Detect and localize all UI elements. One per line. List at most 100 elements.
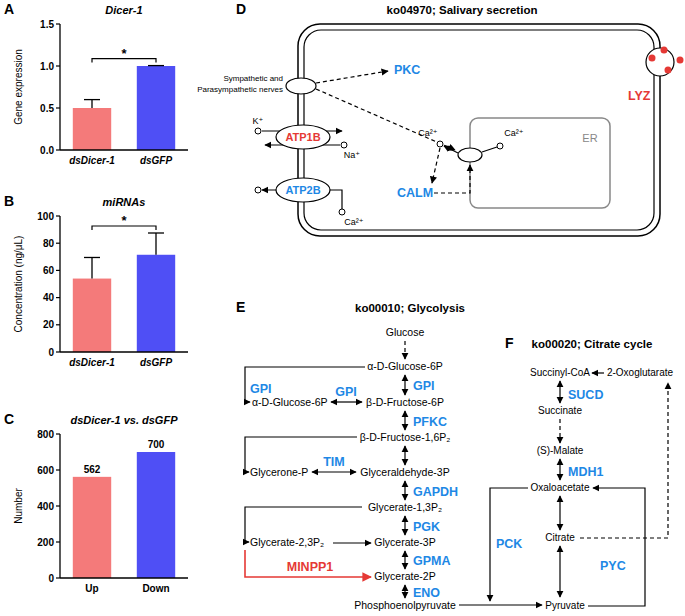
tick-label: 80 (43, 238, 55, 249)
panel-label: D (236, 1, 246, 17)
tick (56, 541, 60, 542)
node-label: Glucose (386, 326, 425, 338)
error-cap (148, 232, 164, 233)
x-axis (60, 351, 188, 352)
arrow (592, 372, 604, 373)
arrow (559, 381, 560, 403)
error-bar (148, 233, 164, 255)
panel-label: C (4, 411, 14, 427)
node-label: Glyceraldehyde-3P (360, 466, 449, 478)
panel-label: B (4, 193, 14, 209)
category-label: dsDicer-1 (69, 155, 115, 166)
node-label: Glycerone-P (250, 466, 308, 478)
secreted-protein (677, 57, 684, 64)
tick (56, 469, 60, 470)
enzyme: ATP2B (285, 184, 320, 196)
node-label: (S)-Malate (537, 445, 584, 456)
arrow (490, 488, 528, 601)
tick-label: 60 (43, 265, 55, 276)
er (470, 118, 610, 208)
panel-label: F (505, 335, 514, 351)
tick (56, 505, 60, 506)
bar (73, 108, 111, 150)
enzyme: ENO (413, 586, 440, 600)
node-label: Phosphoenolpyruvate (354, 599, 456, 611)
error-stem (91, 257, 92, 278)
ion (255, 128, 261, 134)
tick (56, 577, 60, 578)
enzyme: GPMA (413, 554, 451, 568)
error-bar (148, 65, 164, 66)
panel-label: E (236, 299, 245, 315)
bar (73, 279, 111, 352)
chart-title: Dicer-1 (105, 4, 142, 16)
arrow (459, 604, 542, 605)
arrow (404, 481, 405, 500)
tick-label: 0 (48, 347, 54, 358)
node-label: Glycerate-1,3P₂ (368, 501, 442, 513)
arrow (404, 341, 405, 359)
ion (339, 209, 345, 215)
chart-title: miRNAs (103, 196, 146, 208)
enzyme: CALM (397, 186, 433, 200)
y-axis-label: Number (13, 488, 24, 524)
node-label: Oxaloacetate (531, 482, 590, 493)
error-cap (148, 65, 164, 66)
node-label: Pyruvate (545, 600, 585, 611)
enzyme: GAPDH (413, 485, 458, 499)
node-label: Glycerate-2,3P₂ (250, 536, 324, 548)
chart-title: dsDicer-1 vs. dsGFP (71, 414, 179, 426)
tick-label: 400 (37, 501, 54, 512)
tick (56, 433, 60, 434)
arrow (404, 551, 405, 569)
annotation: * (121, 46, 127, 61)
error-bar (84, 257, 100, 278)
pump (276, 178, 330, 202)
ca-channel (458, 148, 482, 162)
tick (56, 65, 60, 66)
panel-label: A (4, 1, 14, 17)
enzyme: MDH1 (568, 465, 603, 479)
enzyme: GPI (413, 379, 435, 393)
tick (56, 107, 60, 108)
node-label: Na⁺ (344, 150, 361, 160)
category-label: dsDicer-1 (69, 357, 115, 368)
enzyme: ATP1B (285, 131, 320, 143)
arrow (588, 488, 645, 606)
cell-membrane-inner (304, 30, 654, 230)
bar (137, 452, 175, 578)
tick-label: 20 (43, 319, 55, 330)
plot-area (73, 233, 175, 352)
panel-title: ko00010; Glycolysis (355, 302, 465, 314)
y-axis (59, 216, 60, 352)
arrow (404, 411, 405, 430)
tick-label: 40 (43, 292, 55, 303)
enzyme: PYC (600, 559, 626, 573)
plot-area (73, 452, 175, 578)
bar (137, 66, 175, 150)
arrow (404, 446, 405, 465)
plot-area (73, 66, 175, 150)
arrow (245, 550, 371, 577)
category-label: Up (85, 583, 98, 594)
x-axis (60, 149, 188, 150)
secretory-pore (646, 48, 674, 76)
node-label: Citrate (545, 532, 575, 543)
arrow (404, 585, 405, 598)
error-bar (84, 100, 100, 108)
arrow (432, 148, 440, 183)
cell-membrane (298, 24, 660, 236)
arrow (331, 401, 362, 402)
tick-label: 0.5 (40, 103, 54, 114)
arrow (404, 375, 405, 395)
bar (137, 255, 175, 352)
tick (56, 149, 60, 150)
tick-label: 0 (48, 573, 54, 584)
enzyme: TIM (323, 455, 345, 469)
category-label: dsGFP (140, 357, 173, 368)
tick-label: 600 (37, 465, 54, 476)
ca-flow (482, 147, 497, 152)
node-label: Succinate (538, 405, 582, 416)
node-label: Ca²⁺ (344, 217, 364, 227)
arrow (333, 542, 371, 543)
